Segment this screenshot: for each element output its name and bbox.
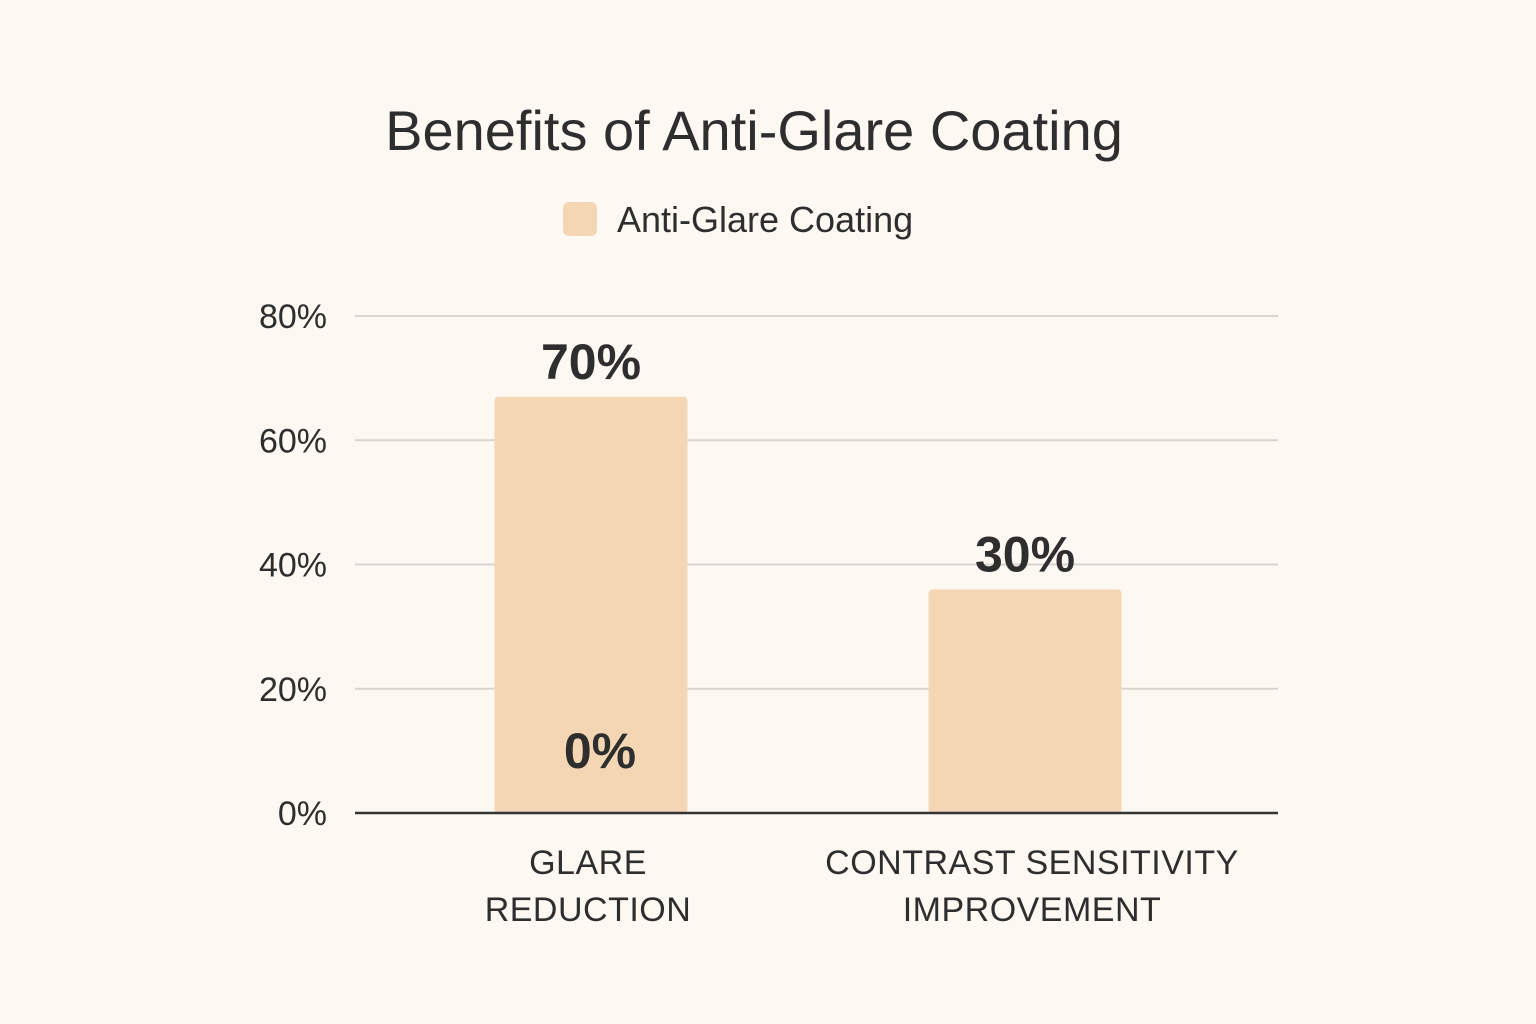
data-label: 30% (975, 526, 1075, 582)
bar (494, 396, 688, 813)
y-tick-label: 80% (259, 298, 327, 336)
legend-label: Anti-Glare Coating (617, 199, 913, 240)
y-tick-label: 20% (259, 671, 327, 709)
data-labels: 70% 30% 0% (541, 334, 1075, 779)
bar-annotation: 0% (564, 723, 636, 779)
data-label: 70% (541, 334, 641, 390)
bar (928, 589, 1122, 813)
x-category-label: REDUCTION (485, 891, 692, 929)
chart-title: Benefits of Anti-Glare Coating (385, 99, 1123, 162)
bars (494, 396, 1122, 813)
y-tick-label: 40% (259, 547, 327, 585)
y-axis-ticks: 0% 20% 40% 60% 80% (259, 298, 327, 833)
x-axis-categories: GLARE REDUCTION CONTRAST SENSITIVITY IMPROV… (485, 844, 1239, 929)
legend: Anti-Glare Coating (563, 199, 913, 240)
gridlines (355, 315, 1278, 690)
x-category-label: IMPROVEMENT (903, 891, 1162, 929)
x-category-label: CONTRAST SENSITIVITY (825, 844, 1239, 882)
y-tick-label: 0% (278, 795, 327, 833)
legend-swatch (563, 202, 597, 236)
x-category-label: GLARE (529, 844, 647, 882)
y-tick-label: 60% (259, 422, 327, 460)
